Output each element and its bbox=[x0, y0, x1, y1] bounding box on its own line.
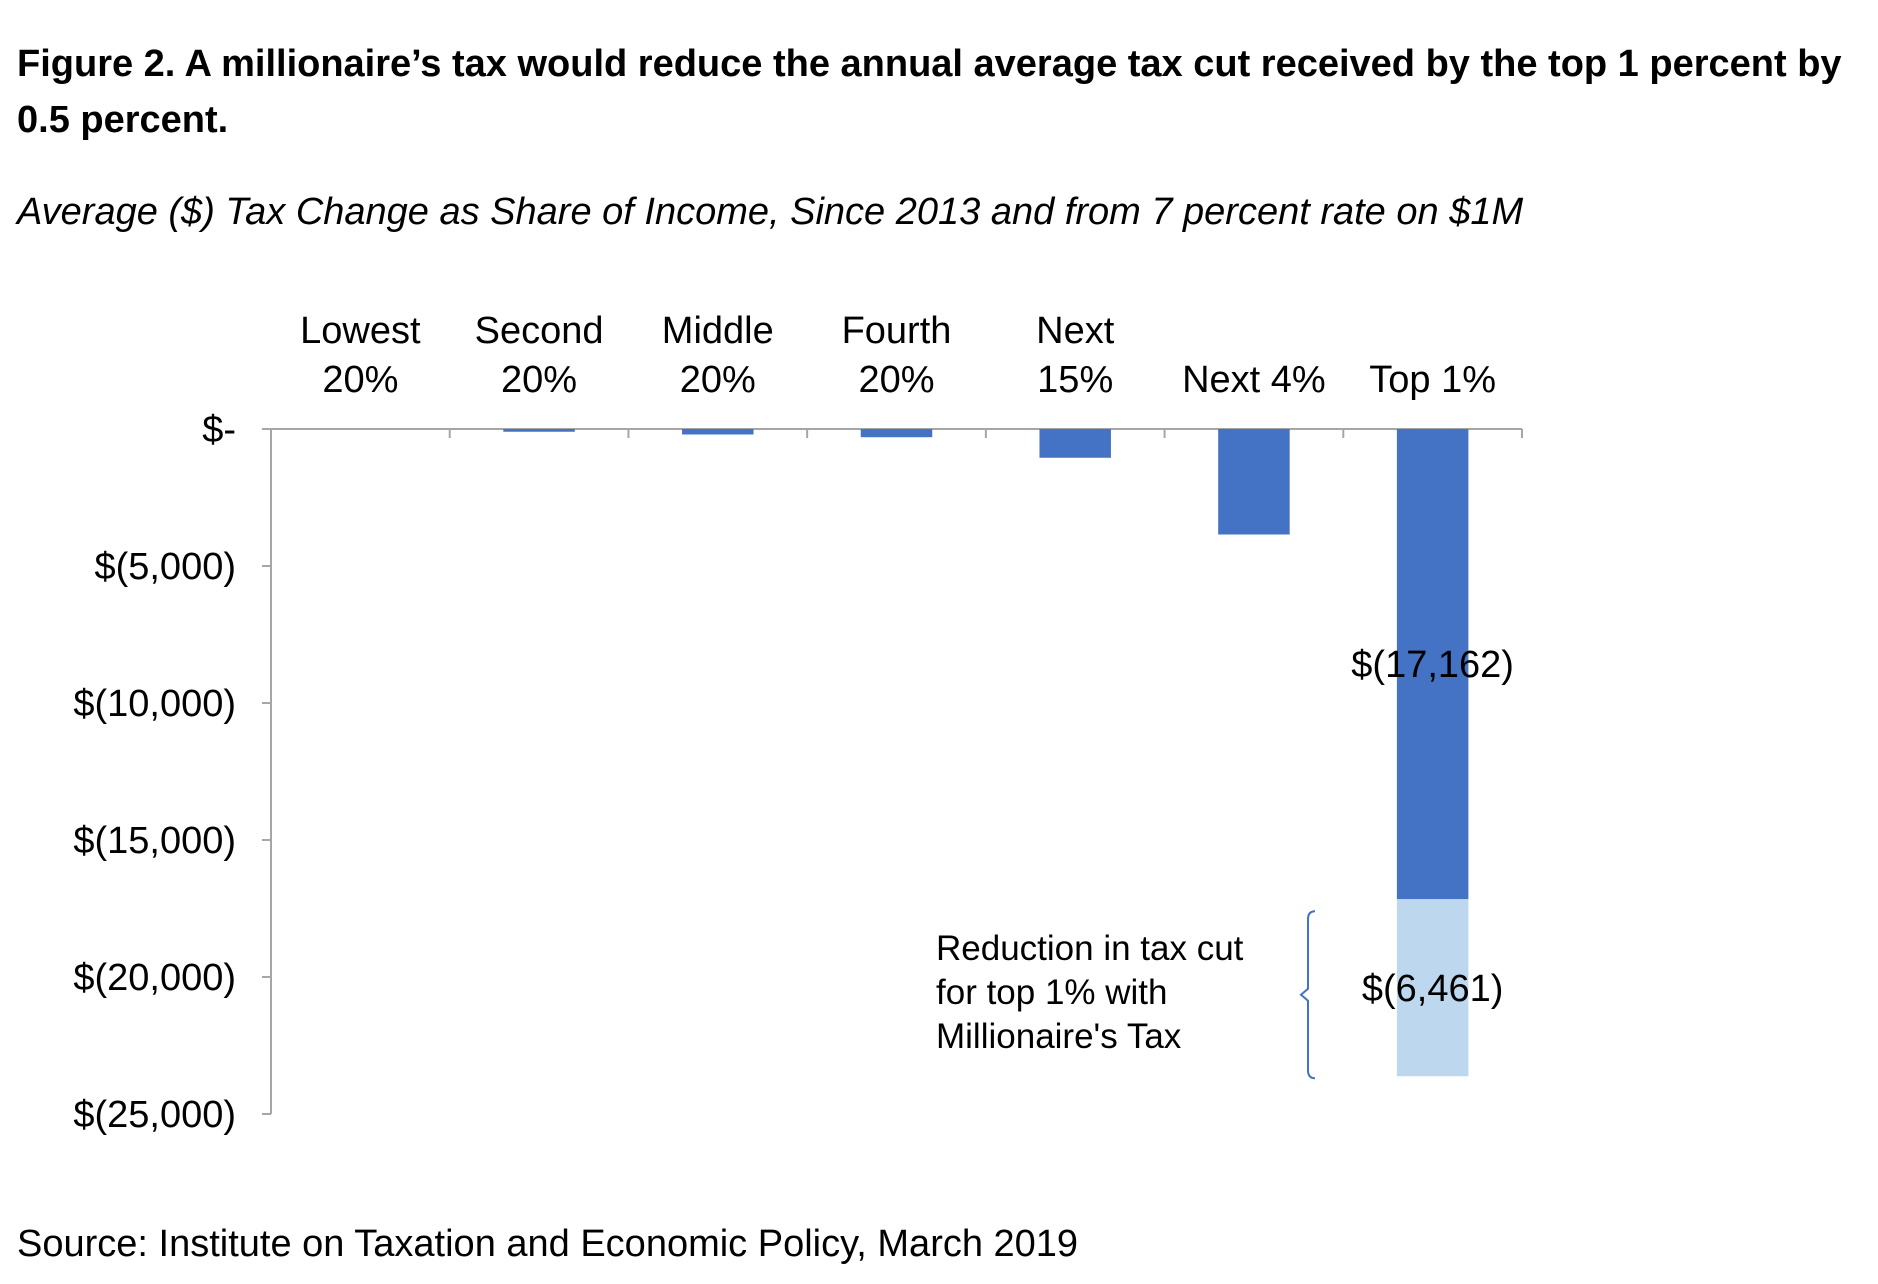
category-label: Lowest bbox=[300, 310, 421, 352]
y-tick-label: $(25,000) bbox=[73, 1094, 236, 1136]
data-label: $(17,162) bbox=[1351, 644, 1514, 686]
y-tick-label: $(5,000) bbox=[94, 546, 236, 588]
category-label: Middle bbox=[662, 310, 774, 352]
bar-series-1 bbox=[1039, 429, 1111, 458]
bar-series-1 bbox=[503, 429, 575, 432]
category-label: Top 1% bbox=[1369, 359, 1496, 401]
category-label: 15% bbox=[1037, 359, 1113, 401]
bar-series-2 bbox=[1396, 899, 1469, 1077]
annotation-text: for top 1% with bbox=[936, 973, 1168, 1012]
category-label: Fourth bbox=[842, 310, 952, 352]
category-label: 20% bbox=[680, 359, 756, 401]
category-label: 20% bbox=[322, 359, 398, 401]
category-label: Next bbox=[1036, 310, 1115, 352]
data-label: $(6,461) bbox=[1362, 968, 1504, 1010]
y-tick-label: $- bbox=[202, 409, 236, 451]
category-label: 20% bbox=[501, 359, 577, 401]
bar-series-1 bbox=[1396, 429, 1469, 900]
bar-series-1 bbox=[682, 429, 754, 435]
annotation-text: Reduction in tax cut bbox=[936, 929, 1244, 968]
y-tick-label: $(15,000) bbox=[73, 820, 236, 862]
category-label: Second bbox=[475, 310, 604, 352]
bar-series-1 bbox=[1218, 429, 1290, 535]
category-label: Next 4% bbox=[1182, 359, 1326, 401]
annotation-text: Millionaire's Tax bbox=[936, 1017, 1182, 1056]
y-tick-label: $(10,000) bbox=[73, 683, 236, 725]
figure-title: Figure 2. A millionaire’s tax would redu… bbox=[17, 43, 1842, 141]
y-tick-label: $(20,000) bbox=[73, 957, 236, 999]
annotation-brace bbox=[1299, 910, 1316, 1080]
figure-subtitle: Average ($) Tax Change as Share of Incom… bbox=[17, 191, 1524, 233]
category-label: 20% bbox=[858, 359, 934, 401]
source-note: Source: Institute on Taxation and Econom… bbox=[17, 1223, 1079, 1265]
bar-series-1 bbox=[860, 429, 933, 438]
